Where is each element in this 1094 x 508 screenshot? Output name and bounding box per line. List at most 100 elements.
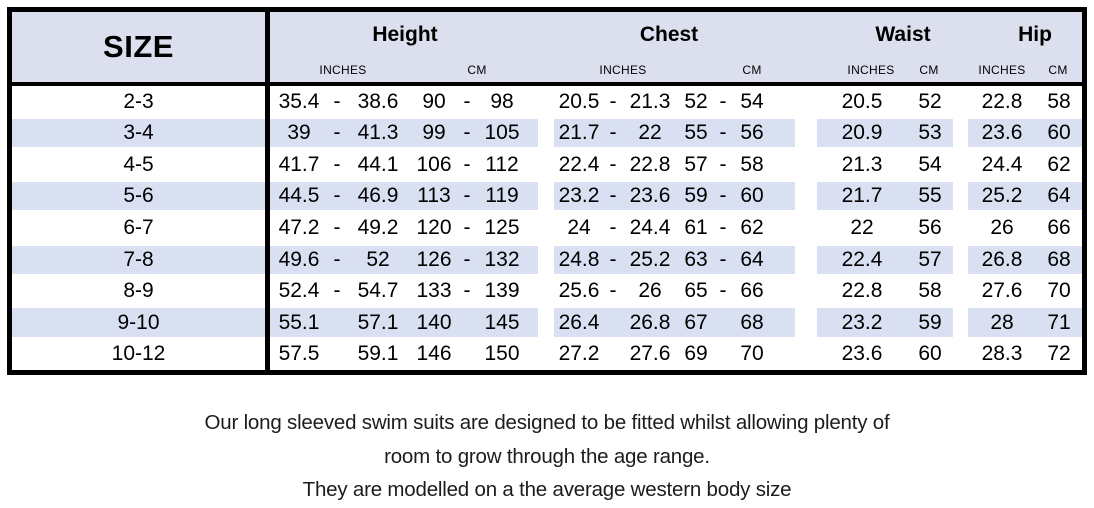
height-values: 52.4 - 54.7 133 - 139 [270,275,538,307]
range-dash [714,339,732,371]
hip-cm: 72 [1047,342,1071,366]
height-cm-max: 98 [490,89,514,113]
column-gap [538,212,554,244]
height-cm-min: 113 [417,184,451,208]
range-dash: - [463,152,471,176]
column-gap [795,275,817,307]
table-row: 3-4 39 - 41.3 99 - 105 21.7 - 22 55 - 56… [12,117,1082,150]
chest-cm-max: 64 [740,247,764,271]
chest-cm-max: 56 [740,121,764,145]
hip-values: 24.4 62 [968,149,1082,181]
column-gap [795,118,817,150]
footer-line: They are modelled on a the average weste… [302,478,792,501]
chest-values: 21.7 - 22 55 - 56 [554,117,795,150]
hip-values: 25.2 64 [968,180,1082,213]
column-gap [538,339,554,371]
waist-values: 21.3 54 [817,149,953,181]
column-gap [538,118,554,150]
table-row: 6-7 47.2 - 49.2 120 - 125 24 - 24.4 61 -… [12,212,1082,244]
waist-cm: 57 [918,247,942,271]
height-inches-max: 46.9 [357,184,399,208]
column-gap [953,307,968,339]
table-row: 8-9 52.4 - 54.7 133 - 139 25.6 - 26 65 -… [12,275,1082,307]
height-cm-min: 133 [416,279,452,303]
waist-inches: 20.9 [841,121,883,145]
chest-inches-min: 20.5 [558,89,600,113]
group-title-waist: Waist [875,23,931,46]
height-values: 41.7 - 44.1 106 - 112 [270,149,538,181]
chest-values: 24.8 - 25.2 63 - 64 [554,243,795,276]
column-gap [953,244,968,276]
column-gap [953,212,968,244]
size-cell: 5-6 [12,180,265,213]
waist-values: 22.4 57 [817,243,953,276]
height-cm-max: 145 [484,310,520,334]
column-gap [795,149,817,181]
range-dash: - [719,247,727,271]
column-gap [538,149,554,181]
range-dash: - [719,152,727,176]
chest-inches-max: 22 [638,121,662,145]
height-values: 39 - 41.3 99 - 105 [270,117,538,150]
height-cm-max: 119 [485,184,519,208]
range-dash: - [609,279,617,303]
column-gap [795,181,817,213]
height-values: 44.5 - 46.9 113 - 119 [270,180,538,213]
waist-cm: 59 [918,310,942,334]
chest-inches-min: 22.4 [558,152,600,176]
height-inches-min: 44.5 [278,184,320,208]
range-dash: - [463,184,471,208]
range-dash: - [463,216,471,240]
hip-cm: 70 [1047,279,1071,303]
table-row: 10-12 57.5 59.1 146 150 27.2 27.6 69 70 … [12,339,1082,371]
height-values: 55.1 57.1 140 145 [270,306,538,339]
hip-values: 28.3 72 [968,339,1082,371]
hip-inches: 28.3 [981,342,1023,366]
waist-values: 22.8 58 [817,275,953,307]
waist-values: 23.6 60 [817,339,953,371]
hip-inches: 23.6 [981,121,1023,145]
waist-cm: 54 [918,152,942,176]
height-cm-min: 99 [422,121,446,145]
chest-inches-min: 24 [567,216,591,240]
height-values: 47.2 - 49.2 120 - 125 [270,212,538,244]
size-cell: 10-12 [111,342,166,366]
waist-cm: 55 [918,184,942,208]
chest-inches-min: 24.8 [558,247,600,271]
chest-cm-min: 55 [684,121,708,145]
height-values: 49.6 - 52 126 - 132 [270,243,538,276]
waist-cm: 53 [918,121,942,145]
column-gap [953,86,968,118]
height-cm-min: 106 [416,152,452,176]
range-dash: - [719,89,727,113]
range-dash: - [609,89,617,113]
chest-inches-max: 26.8 [629,310,671,334]
chest-cm-max: 54 [740,89,764,113]
chest-inches-max: 27.6 [629,342,671,366]
subheader-chest-cm: CM [742,63,762,77]
height-cm-max: 112 [485,152,519,176]
chest-cm-min: 59 [684,184,708,208]
waist-values: 20.5 52 [817,86,953,118]
chest-inches-min: 23.2 [558,184,600,208]
subheader-hip-inches: INCHES [978,63,1026,77]
size-cell: 6-7 [123,216,154,240]
waist-inches: 22 [850,216,874,240]
range-dash: - [463,89,471,113]
size-column-header: SIZE [103,29,174,64]
group-title-height: Height [372,23,438,46]
waist-values: 23.2 59 [817,306,953,339]
height-cm-max: 105 [484,121,520,145]
column-gap [795,212,817,244]
chest-cm-max: 68 [740,310,764,334]
range-dash [458,307,476,339]
chest-inches-max: 21.3 [629,89,671,113]
height-inches-min: 47.2 [278,216,320,240]
range-dash: - [333,279,341,303]
header-divider-line [12,82,1082,86]
hip-values: 23.6 60 [968,117,1082,150]
subheader-height-inches: INCHES [319,63,367,77]
subheader-height-cm: CM [467,63,487,77]
height-inches-max: 38.6 [357,89,399,113]
size-chart-table: SIZE Height Chest Waist Hip INCHES CM IN… [7,7,1087,375]
